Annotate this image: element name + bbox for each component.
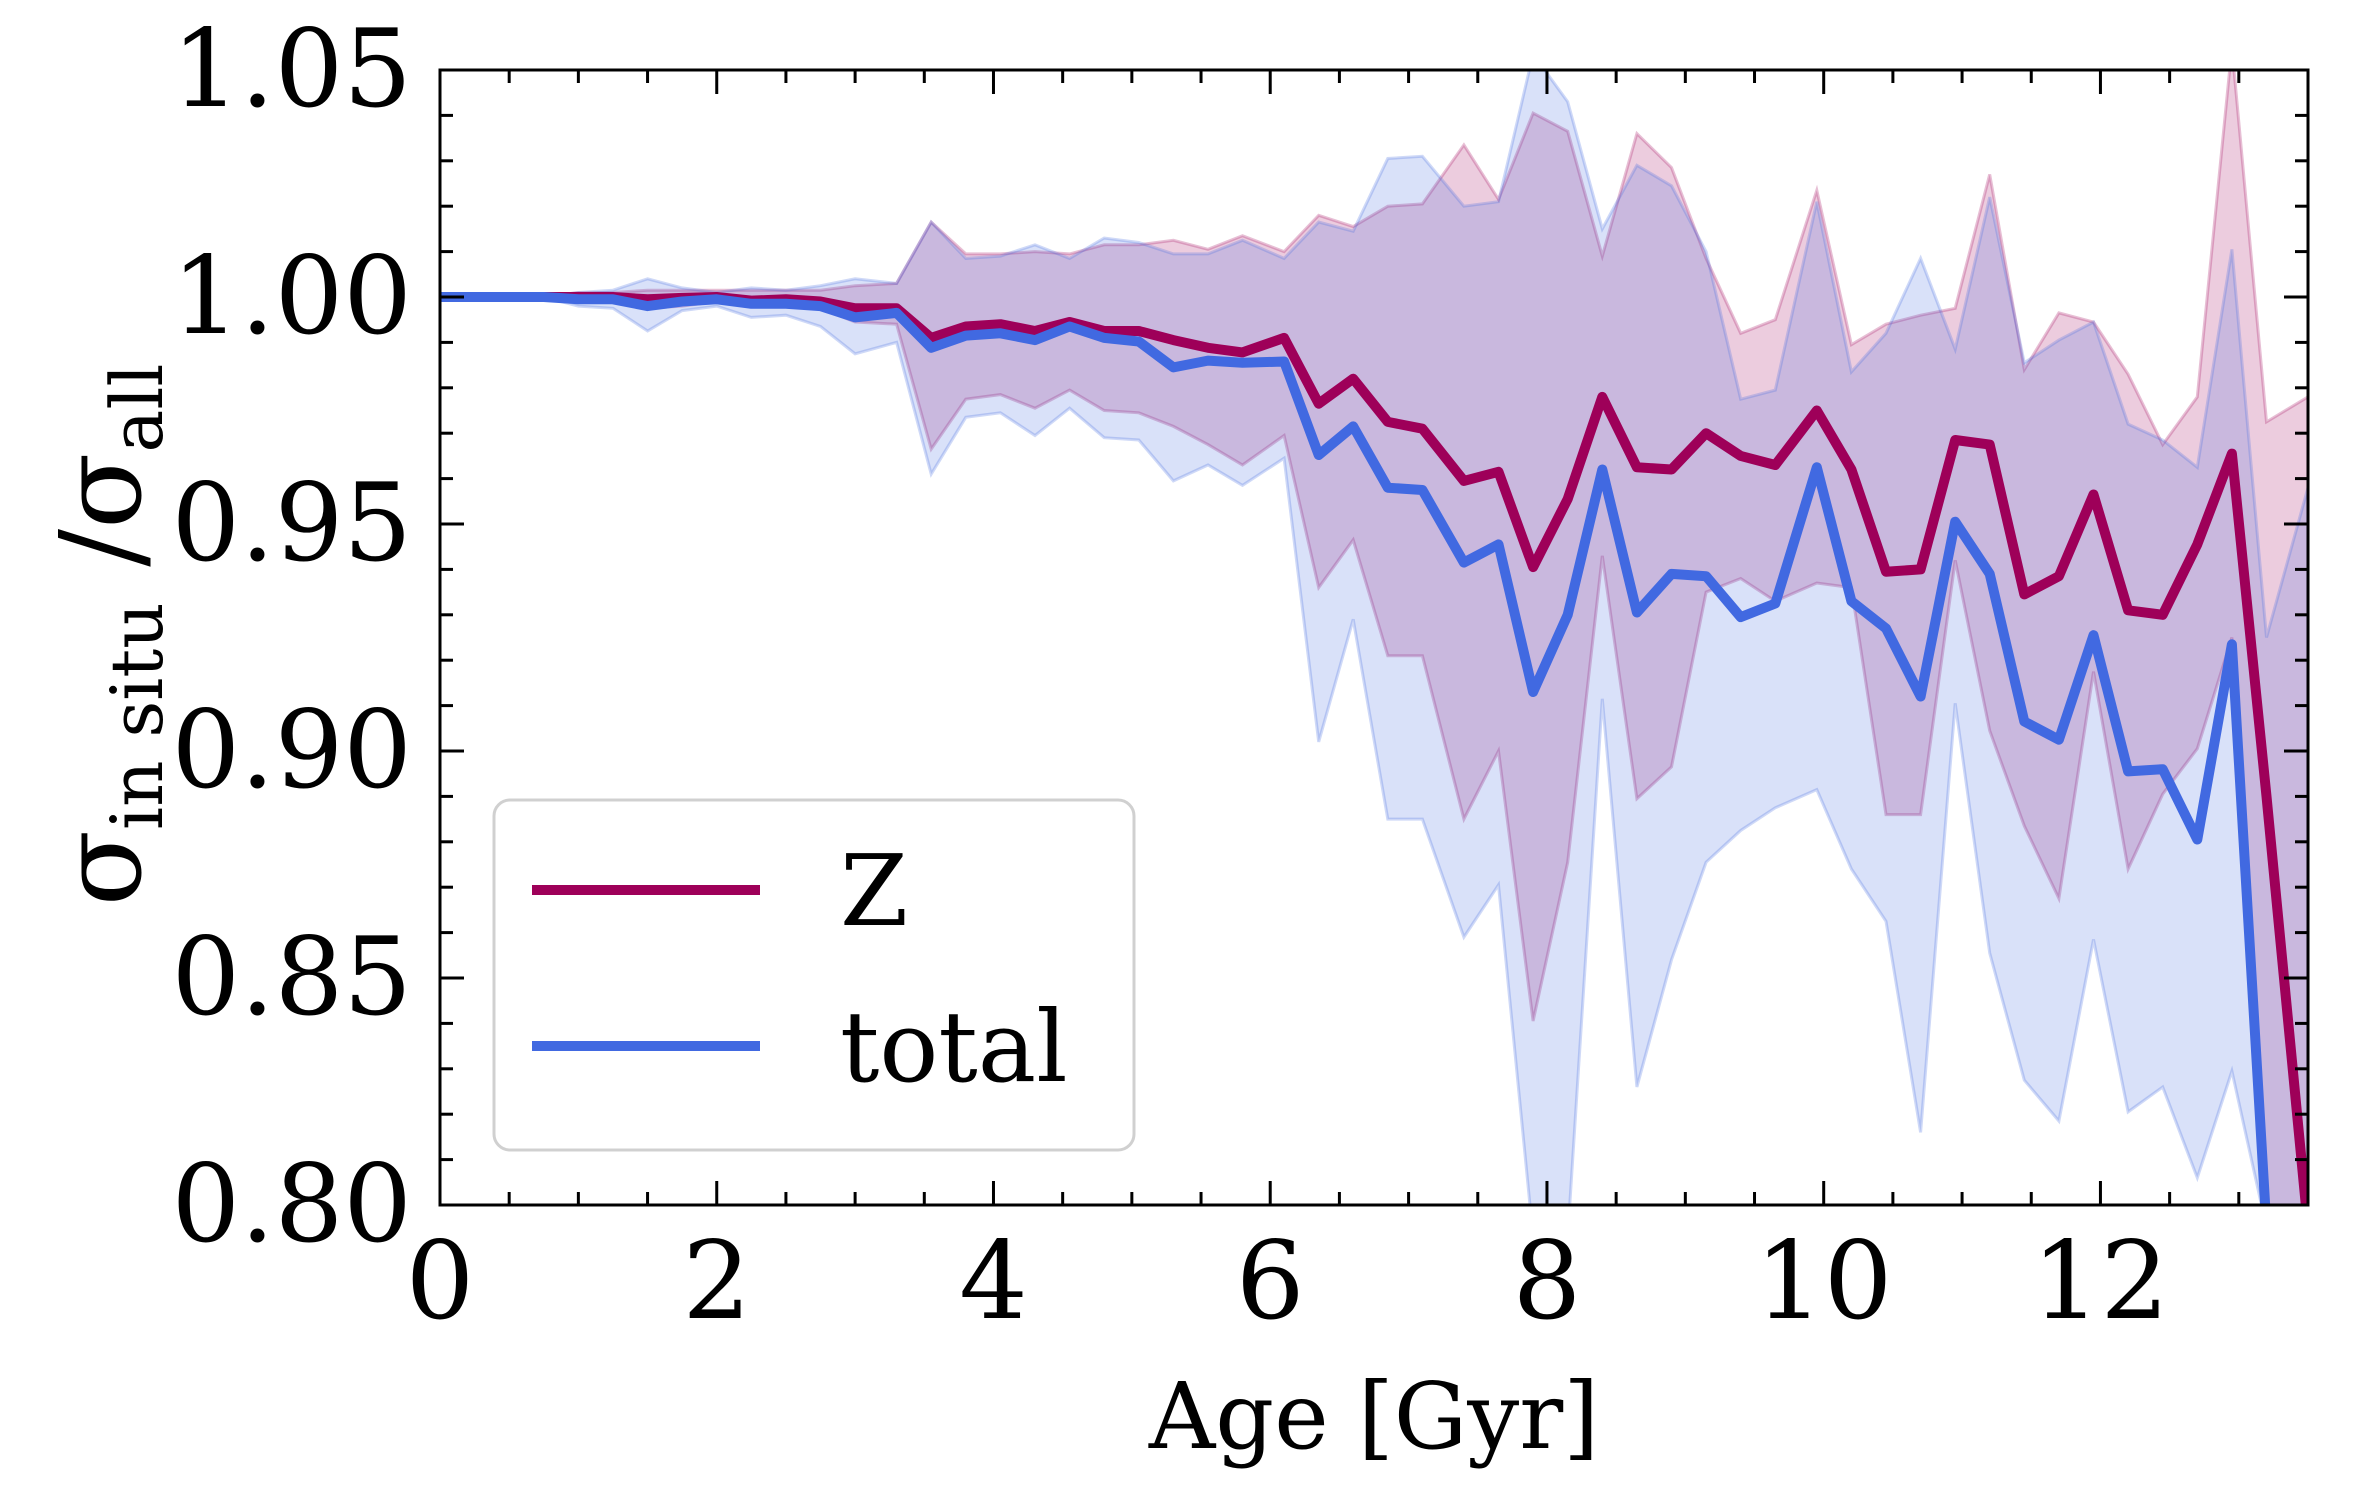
y-axis-label-sigma: σ — [37, 830, 167, 906]
y-axis-label-sigma-2: σ — [37, 453, 167, 529]
legend-label-total: total — [840, 991, 1068, 1105]
y-tick-label: 0.90 — [172, 688, 412, 813]
y-axis-label-separator: / — [37, 529, 167, 603]
y-axis-label-sub-insitu: in situ — [95, 602, 179, 830]
y-tick-label: 0.95 — [172, 461, 412, 586]
uncertainty-bands — [440, 70, 2308, 1205]
band-total — [440, 70, 2308, 1205]
y-axis-label: σin situ /σall — [37, 364, 179, 907]
legend-label-z: Z — [840, 835, 908, 949]
axis-ticks — [438, 68, 2310, 1207]
plot-frame — [438, 68, 2310, 1207]
y-tick-label: 0.85 — [172, 915, 412, 1040]
legend: Z total — [492, 798, 1136, 1152]
x-tick-label: 4 — [959, 1219, 1028, 1344]
x-tick-label: 0 — [406, 1219, 475, 1344]
x-tick-label: 8 — [1513, 1219, 1582, 1344]
band-z — [440, 70, 2308, 1205]
y-tick-label: 1.00 — [172, 234, 412, 359]
x-tick-labels: 0 2 4 6 8 10 12 — [406, 1219, 2170, 1344]
x-tick-label: 2 — [682, 1219, 751, 1344]
x-tick-label: 6 — [1236, 1219, 1305, 1344]
line-total — [440, 292, 2271, 1205]
series-lines — [440, 292, 2308, 1205]
x-tick-label: 10 — [1755, 1219, 1892, 1344]
y-tick-label: 0.80 — [172, 1142, 412, 1267]
x-axis-label: Age [Gyr] — [1148, 1363, 1599, 1470]
y-axis-label-sub-all: all — [95, 364, 179, 453]
x-tick-label: 12 — [2032, 1219, 2169, 1344]
y-tick-label: 1.05 — [172, 7, 412, 132]
y-tick-labels: 0.80 0.85 0.90 0.95 1.00 1.05 — [172, 7, 412, 1267]
